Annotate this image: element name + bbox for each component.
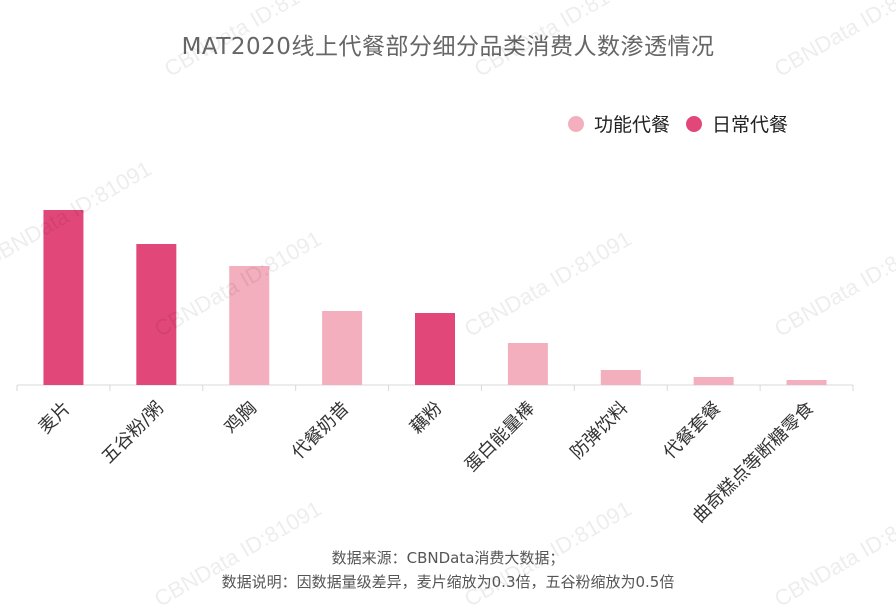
bar-daily <box>43 210 84 385</box>
footer-source: 数据来源：CBNData消费大数据； <box>331 549 565 567</box>
x-tick-label: 代餐套餐 <box>659 398 725 464</box>
footer-note: 数据说明：因数据量级差异，麦片缩放为0.3倍，五谷粉缩放为0.5倍 <box>221 573 675 591</box>
legend-item-functional: 功能代餐 <box>568 110 670 137</box>
legend-dot-daily <box>686 115 703 132</box>
x-tick-label: 防弹饮料 <box>567 398 633 464</box>
bar-daily <box>136 244 177 385</box>
x-tick-label: 五谷粉/粥 <box>98 398 168 468</box>
x-tick-label: 鸡胸 <box>220 398 260 438</box>
legend-item-daily: 日常代餐 <box>686 110 788 137</box>
bar-functional <box>693 377 734 385</box>
legend-label-functional: 功能代餐 <box>594 114 671 136</box>
chart-legend: 功能代餐 日常代餐 <box>568 110 804 137</box>
x-tick-label: 代餐奶昔 <box>288 398 354 464</box>
bar-functional <box>600 370 641 385</box>
x-tick-label: 麦片 <box>35 398 75 438</box>
bar-functional <box>786 380 827 385</box>
bar-functional <box>507 343 548 385</box>
x-tick-label: 蛋白能量棒 <box>461 398 539 476</box>
x-tick-label: 藕粉 <box>406 398 446 438</box>
bar-functional <box>322 311 363 385</box>
legend-dot-functional <box>568 115 584 132</box>
legend-label-daily: 日常代餐 <box>712 114 789 136</box>
chart-title: MAT2020线上代餐部分细分品类消费人数渗透情况 <box>181 34 715 60</box>
bar-daily <box>415 313 455 385</box>
bar-functional <box>229 266 270 385</box>
